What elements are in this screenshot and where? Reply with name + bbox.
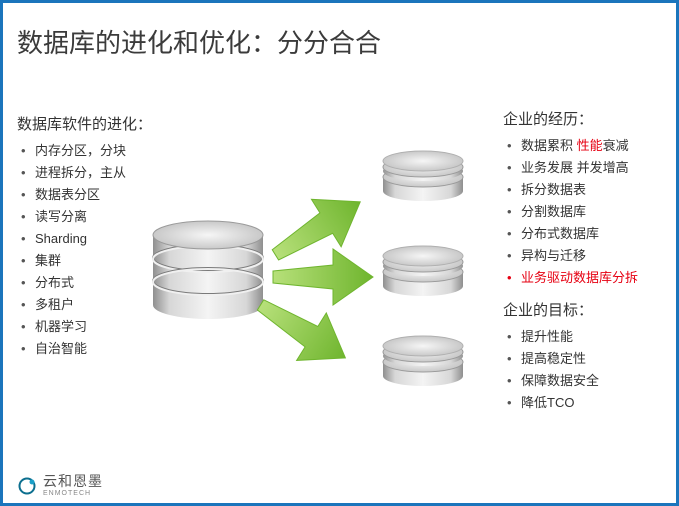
logo-mark-icon xyxy=(17,476,37,496)
text: 数据累积 xyxy=(521,138,577,153)
list-item: 保障数据安全 xyxy=(503,370,673,392)
list-item-highlight: 业务驱动数据库分拆 xyxy=(503,267,673,289)
experience-list: 数据累积 性能衰减 业务发展 并发增高 拆分数据表 分割数据库 分布式数据库 异… xyxy=(503,135,673,289)
text: 衰减 xyxy=(603,138,629,153)
goal-list: 提升性能 提高稳定性 保障数据安全 降低TCO xyxy=(503,326,673,414)
logo-text-en: ENMOTECH xyxy=(43,490,103,497)
arrow-mid-icon xyxy=(273,249,373,305)
logo-text: 云和恩墨 ENMOTECH xyxy=(43,474,103,497)
left-heading: 数据库软件的进化： xyxy=(17,113,207,134)
right-column: 企业的经历： 数据累积 性能衰减 业务发展 并发增高 拆分数据表 分割数据库 分… xyxy=(503,108,673,424)
list-item: 降低TCO xyxy=(503,392,673,414)
source-cylinder-icon xyxy=(153,221,263,319)
experience-heading: 企业的经历： xyxy=(503,108,673,129)
diagram-area xyxy=(143,133,503,413)
target-cylinder-3-icon xyxy=(383,336,463,386)
target-cylinder-2-icon xyxy=(383,246,463,296)
arrow-top-icon xyxy=(261,178,375,278)
highlight-text: 性能 xyxy=(577,138,603,153)
list-item: 业务发展 并发增高 xyxy=(503,157,673,179)
list-item: 数据累积 性能衰减 xyxy=(503,135,673,157)
logo-text-cn: 云和恩墨 xyxy=(43,474,103,488)
list-item: 分布式数据库 xyxy=(503,223,673,245)
list-item: 拆分数据表 xyxy=(503,179,673,201)
diagram-svg xyxy=(143,133,503,413)
list-item: 提高稳定性 xyxy=(503,348,673,370)
list-item: 异构与迁移 xyxy=(503,245,673,267)
list-item: 分割数据库 xyxy=(503,201,673,223)
slide-title: 数据库的进化和优化：分分合合 xyxy=(17,23,381,60)
goal-heading: 企业的目标： xyxy=(503,299,673,320)
target-cylinder-1-icon xyxy=(383,151,463,201)
brand-logo: 云和恩墨 ENMOTECH xyxy=(17,474,103,497)
list-item: 提升性能 xyxy=(503,326,673,348)
